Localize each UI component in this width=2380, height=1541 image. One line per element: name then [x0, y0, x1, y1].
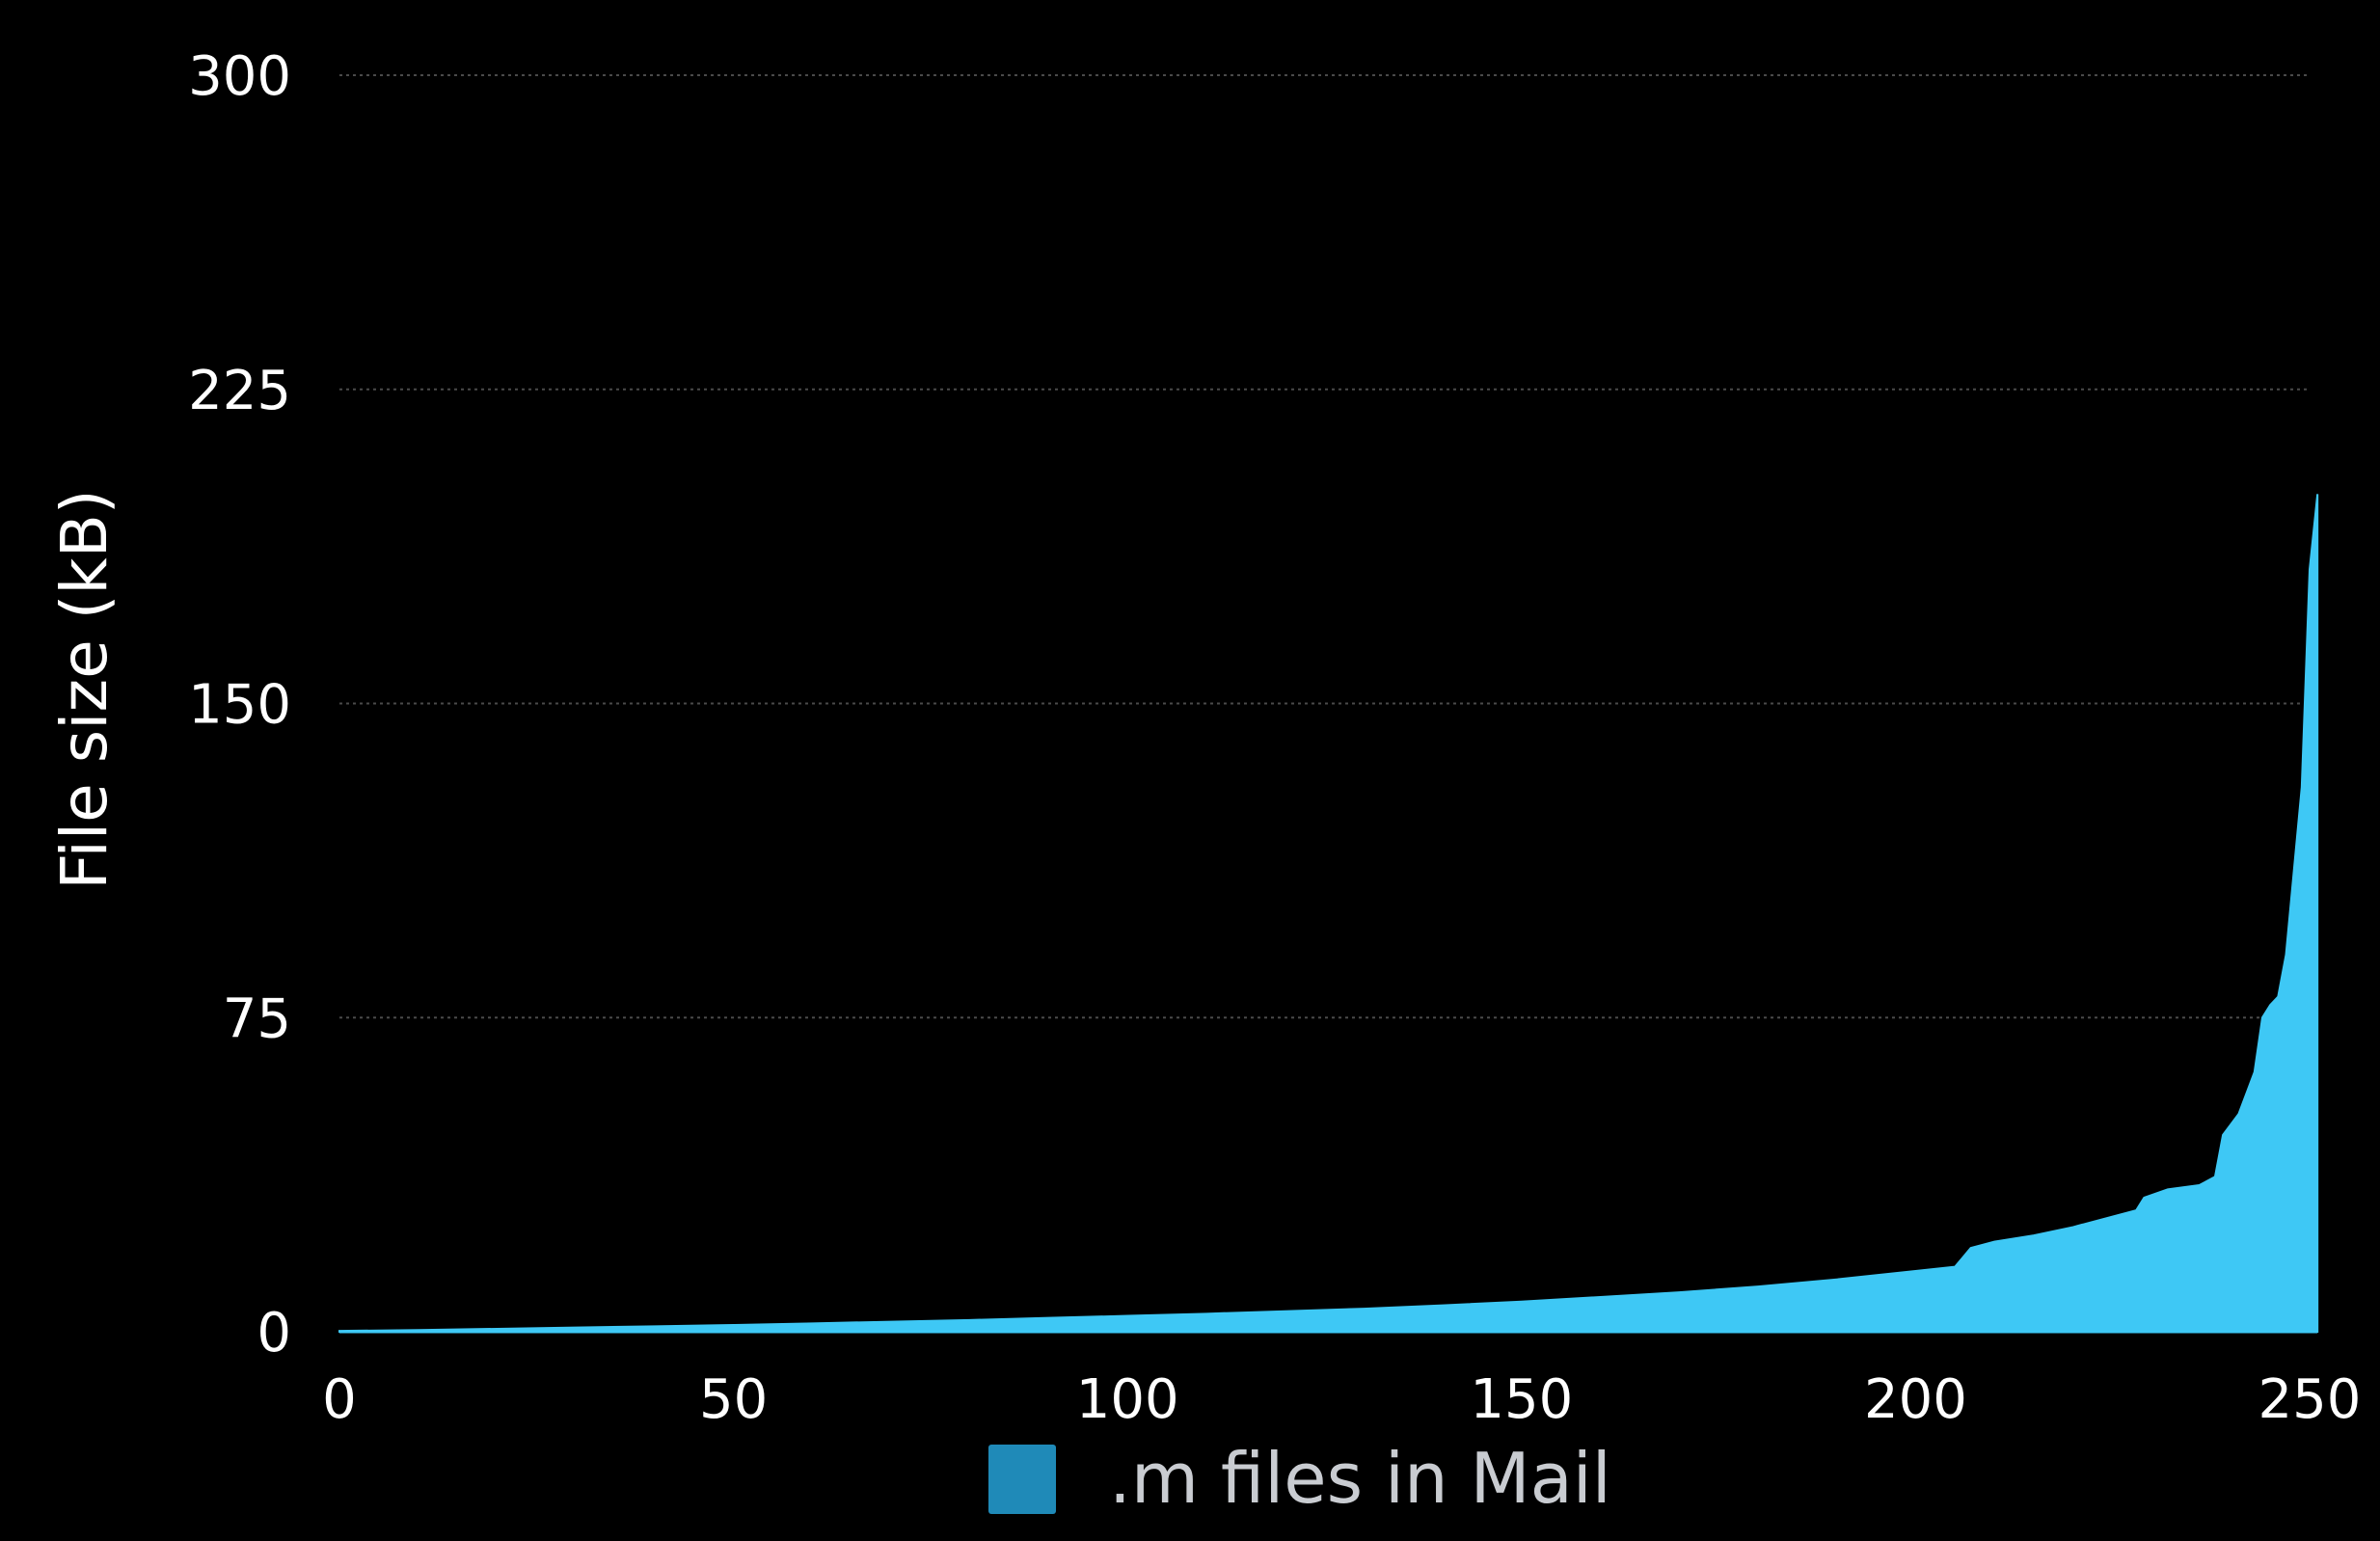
legend: .m files in Mail — [988, 1438, 1611, 1519]
x-tick-label: 100 — [1076, 1368, 1179, 1431]
y-tick-label: 150 — [188, 674, 291, 737]
x-tick-label: 0 — [322, 1368, 357, 1431]
y-tick-label: 0 — [257, 1302, 291, 1365]
y-tick-label: 300 — [188, 45, 291, 108]
gridlines — [339, 74, 2310, 1019]
legend-swatch-icon — [988, 1445, 1056, 1514]
y-tick-label: 225 — [188, 360, 291, 422]
x-tick-label: 150 — [1470, 1368, 1573, 1431]
legend-label: .m files in Mail — [1109, 1438, 1611, 1519]
x-tick-label: 200 — [1864, 1368, 1967, 1431]
x-tick-label: 50 — [699, 1368, 768, 1431]
x-axis-ticks: 0 50 100 150 200 250 — [322, 1368, 2361, 1431]
y-axis-title: File size (kB) — [47, 489, 122, 889]
y-axis-ticks: 0 75 150 225 300 — [188, 45, 291, 1365]
x-tick-label: 250 — [2258, 1368, 2362, 1431]
series-area-layer — [338, 494, 2319, 1334]
y-tick-label: 75 — [223, 987, 291, 1050]
series-area-0 — [338, 494, 2319, 1333]
